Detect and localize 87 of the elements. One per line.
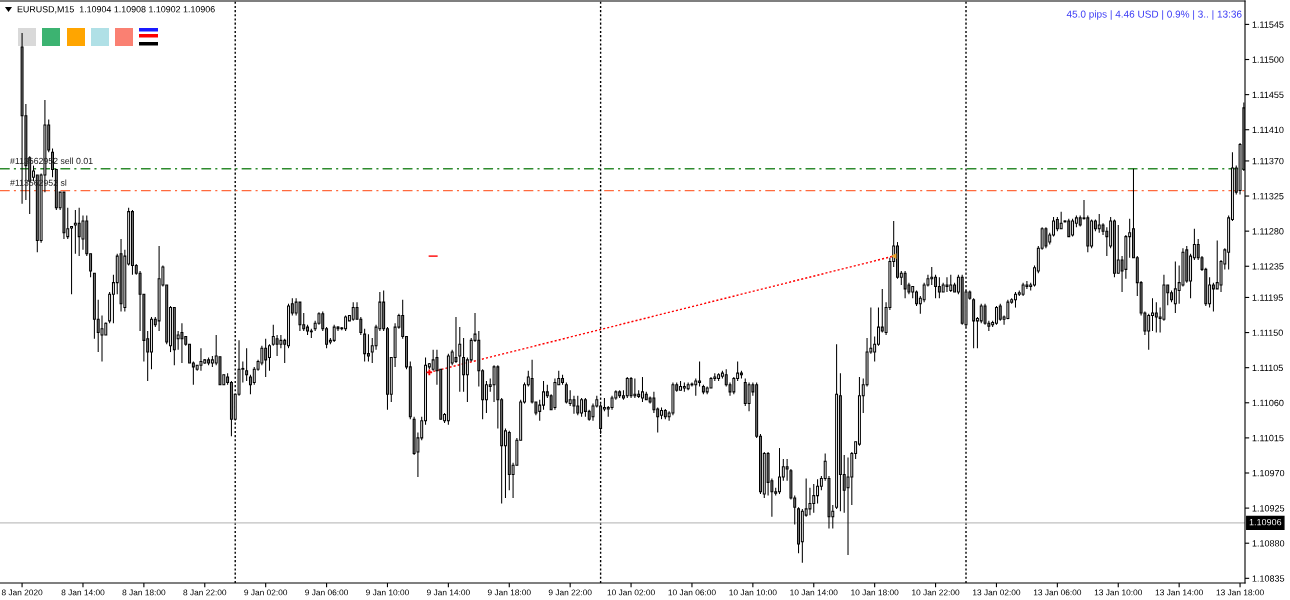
x-tick-label: 13 Jan 18:00 <box>1216 589 1264 596</box>
y-tick-label: 1.11325 <box>1252 193 1284 200</box>
candlestick <box>576 395 580 416</box>
candlestick <box>366 333 370 362</box>
y-tick-label: 1.11060 <box>1252 399 1284 407</box>
candlestick <box>279 334 283 349</box>
y-tick-label: 1.11105 <box>1252 364 1283 372</box>
x-tick-label: 9 Jan 10:00 <box>366 589 409 596</box>
candlestick <box>268 343 271 372</box>
x-tick-label: 13 Jan 10:00 <box>1094 589 1143 596</box>
x-tick-label: 10 Jan 06:00 <box>668 589 716 596</box>
candlestick <box>1154 301 1158 334</box>
x-tick-label: 9 Jan 14:00 <box>426 589 470 596</box>
y-tick-label: 1.11500 <box>1252 56 1284 63</box>
y-tick-label: 1.10880 <box>1252 540 1285 547</box>
candlestick <box>1147 313 1151 351</box>
candlestick <box>180 322 184 364</box>
candlestick <box>937 276 941 299</box>
ref-line-label: 1.10906 <box>1249 518 1282 526</box>
x-tick-label: 13 Jan 14:00 <box>1155 589 1203 596</box>
candlestick <box>979 303 983 324</box>
x-tick-label: 10 Jan 22:00 <box>912 589 960 596</box>
chart-title: EURUSD,M15 1.10904 1.10908 1.10902 1.10906 <box>17 6 215 14</box>
y-tick-label: 1.11195 <box>1252 294 1283 301</box>
x-tick-label: 13 Jan 06:00 <box>1033 589 1082 596</box>
candlestick <box>690 381 694 387</box>
x-tick-label: 9 Jan 02:00 <box>244 589 288 596</box>
candlestick <box>564 381 568 405</box>
candlestick <box>542 380 545 411</box>
candlestick <box>812 483 816 514</box>
x-tick-label: 9 Jan 06:00 <box>305 589 349 596</box>
candlestick <box>73 209 77 255</box>
y-tick-label: 1.10970 <box>1252 469 1285 477</box>
candlestick <box>1211 282 1215 313</box>
candlestick <box>625 376 629 399</box>
y-tick-label: 1.11280 <box>1252 228 1284 235</box>
candlestick <box>629 376 633 399</box>
annotation: 45.0 pips | 4.46 USD | 0.9% | 3.. | 13:36 <box>1066 10 1242 20</box>
candlestick <box>77 207 81 257</box>
y-tick-label: 1.11370 <box>1252 157 1284 165</box>
candlestick <box>816 478 820 504</box>
candlestick <box>583 397 587 418</box>
candlestick <box>264 338 268 378</box>
candlestick <box>580 397 584 418</box>
x-tick-label: 13 Jan 02:00 <box>973 589 1021 596</box>
y-tick-label: 1.11235 <box>1252 263 1284 270</box>
x-tick-label: 10 Jan 18:00 <box>851 589 899 596</box>
candlestick <box>778 447 781 495</box>
y-tick-label: 1.11410 <box>1252 126 1284 134</box>
candlestick <box>431 349 435 372</box>
x-tick-label: 10 Jan 10:00 <box>729 589 777 596</box>
candlestick <box>903 270 907 299</box>
y-tick-label: 1.11455 <box>1252 91 1284 98</box>
candlestick <box>934 274 938 299</box>
candlestick <box>245 347 249 382</box>
candlestick <box>199 347 203 372</box>
candlestick <box>462 337 466 393</box>
candlestick <box>1215 239 1219 290</box>
y-tick-label: 1.11015 <box>1252 434 1284 442</box>
candlestick <box>846 456 850 556</box>
x-tick-label: 9 Jan 22:00 <box>548 589 592 596</box>
candlestick <box>275 334 279 357</box>
x-tick-label: 8 Jan 14:00 <box>61 589 105 596</box>
candlestick <box>972 297 976 349</box>
x-tick-label: 10 Jan 14:00 <box>790 589 838 596</box>
x-tick-label: 9 Jan 18:00 <box>487 589 531 596</box>
candlestick <box>1151 297 1154 332</box>
candlestick <box>641 376 644 403</box>
y-tick-label: 1.11150 <box>1252 329 1283 336</box>
y-tick-label: 1.11545 <box>1252 21 1284 28</box>
candlestick <box>1097 213 1101 234</box>
candlestick <box>945 276 949 293</box>
candlestick <box>492 364 496 403</box>
candlestick <box>351 301 355 322</box>
x-tick-label: 10 Jan 02:00 <box>607 589 655 596</box>
x-tick-label: 8 Jan 2020 <box>1 589 43 596</box>
y-tick-label: 1.10925 <box>1252 505 1285 512</box>
candlestick <box>698 360 702 387</box>
x-tick-label: 8 Jan 22:00 <box>183 589 227 596</box>
candlestick <box>70 225 74 295</box>
candlestick <box>298 301 302 332</box>
y-tick-label: 1.10835 <box>1252 575 1285 582</box>
candlestick <box>747 381 751 412</box>
candlestick <box>1044 226 1048 249</box>
candlestick <box>363 328 367 362</box>
x-tick-label: 8 Jan 18:00 <box>122 589 166 596</box>
candlestick <box>743 378 747 407</box>
